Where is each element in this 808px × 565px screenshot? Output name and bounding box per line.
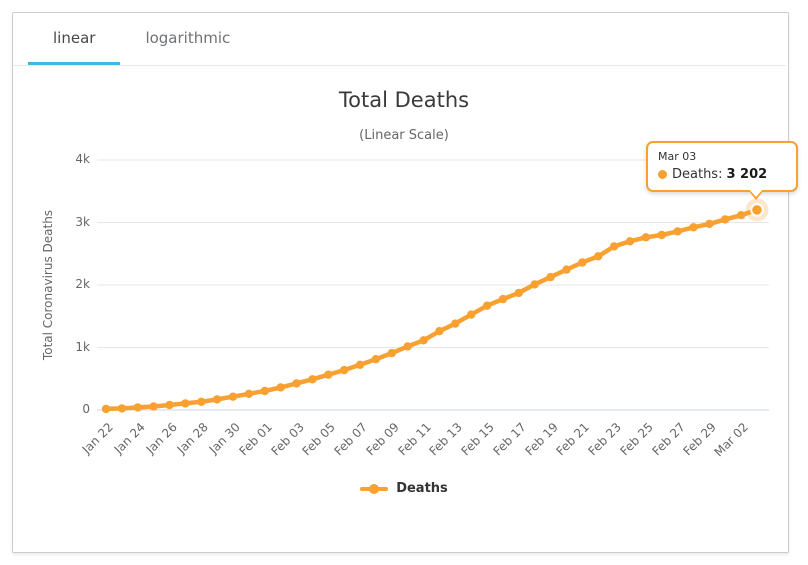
tooltip-pointer: [748, 188, 764, 197]
chart-title: Total Deaths: [338, 88, 470, 112]
data-point-marker[interactable]: [149, 402, 158, 411]
legend-item-deaths[interactable]: Deaths: [0, 481, 808, 496]
y-axis-tick-label: 2k: [75, 277, 90, 291]
data-point-marker[interactable]: [467, 310, 476, 319]
data-point-marker[interactable]: [578, 258, 587, 267]
chart-tooltip: Mar 03 Deaths: 3 202: [646, 141, 798, 200]
chart-card: [12, 12, 789, 553]
data-point-marker[interactable]: [657, 230, 666, 240]
data-point-marker[interactable]: [308, 375, 317, 384]
data-point-marker[interactable]: [609, 242, 619, 251]
data-point-marker[interactable]: [133, 403, 142, 412]
legend-dot-icon: [369, 483, 380, 494]
data-point-marker[interactable]: [721, 215, 730, 224]
data-point-marker[interactable]: [594, 252, 603, 261]
data-point-marker-active[interactable]: [750, 203, 764, 217]
legend-series-marker-icon: [360, 483, 389, 495]
data-point-marker[interactable]: [546, 272, 555, 282]
data-point-marker[interactable]: [292, 379, 301, 388]
data-point-marker[interactable]: [641, 233, 651, 242]
data-point-marker[interactable]: [212, 395, 222, 404]
tab-logarithmic-label: logarithmic: [145, 28, 231, 47]
data-point-marker[interactable]: [324, 370, 333, 379]
data-point-marker[interactable]: [498, 294, 508, 304]
y-axis-tick-label: 3k: [75, 214, 90, 229]
data-point-marker[interactable]: [181, 399, 190, 408]
data-point-marker[interactable]: [276, 383, 285, 392]
data-point-marker[interactable]: [371, 355, 381, 364]
tab-linear[interactable]: linear: [28, 13, 121, 65]
data-point-marker[interactable]: [419, 336, 428, 345]
data-point-marker[interactable]: [530, 280, 539, 289]
data-point-marker[interactable]: [689, 223, 698, 232]
data-point-marker[interactable]: [482, 301, 492, 310]
chart-subtitle: (Linear Scale): [359, 128, 449, 143]
tooltip-value: 3 202: [726, 167, 768, 182]
tooltip-series-dot-icon: [658, 170, 667, 179]
data-point-marker[interactable]: [705, 219, 714, 229]
data-point-marker[interactable]: [340, 365, 349, 375]
data-point-marker[interactable]: [625, 237, 635, 246]
data-point-marker[interactable]: [514, 288, 523, 298]
series-line-deaths: [103, 207, 760, 412]
data-point-marker[interactable]: [260, 386, 269, 396]
data-point-marker[interactable]: [165, 400, 174, 410]
data-point-marker[interactable]: [451, 319, 460, 328]
y-axis-tick-label: 1k: [75, 339, 90, 354]
tab-linear-label: linear: [53, 28, 96, 47]
tooltip-series-label: Deaths:: [672, 167, 723, 182]
data-point-marker[interactable]: [403, 342, 412, 351]
y-axis-tick-label: 4k: [75, 152, 90, 166]
data-point-marker[interactable]: [355, 360, 365, 369]
data-point-marker[interactable]: [244, 389, 254, 398]
data-point-marker[interactable]: [228, 392, 238, 401]
data-point-marker[interactable]: [387, 348, 396, 358]
data-point-marker[interactable]: [101, 404, 111, 414]
data-point-marker[interactable]: [562, 265, 571, 274]
tab-logarithmic[interactable]: logarithmic: [120, 13, 255, 65]
data-point-marker[interactable]: [435, 327, 444, 336]
tooltip-series-row: Deaths: 3 202: [658, 167, 786, 182]
data-point-marker[interactable]: [673, 227, 682, 236]
data-point-marker[interactable]: [736, 211, 746, 220]
data-point-marker[interactable]: [117, 404, 127, 413]
scale-tabs: linear logarithmic: [13, 13, 786, 66]
tooltip-date: Mar 03: [658, 150, 697, 163]
y-axis-tick-label: 0: [82, 402, 90, 416]
data-point-marker[interactable]: [197, 397, 206, 406]
legend-label: Deaths: [396, 481, 448, 496]
